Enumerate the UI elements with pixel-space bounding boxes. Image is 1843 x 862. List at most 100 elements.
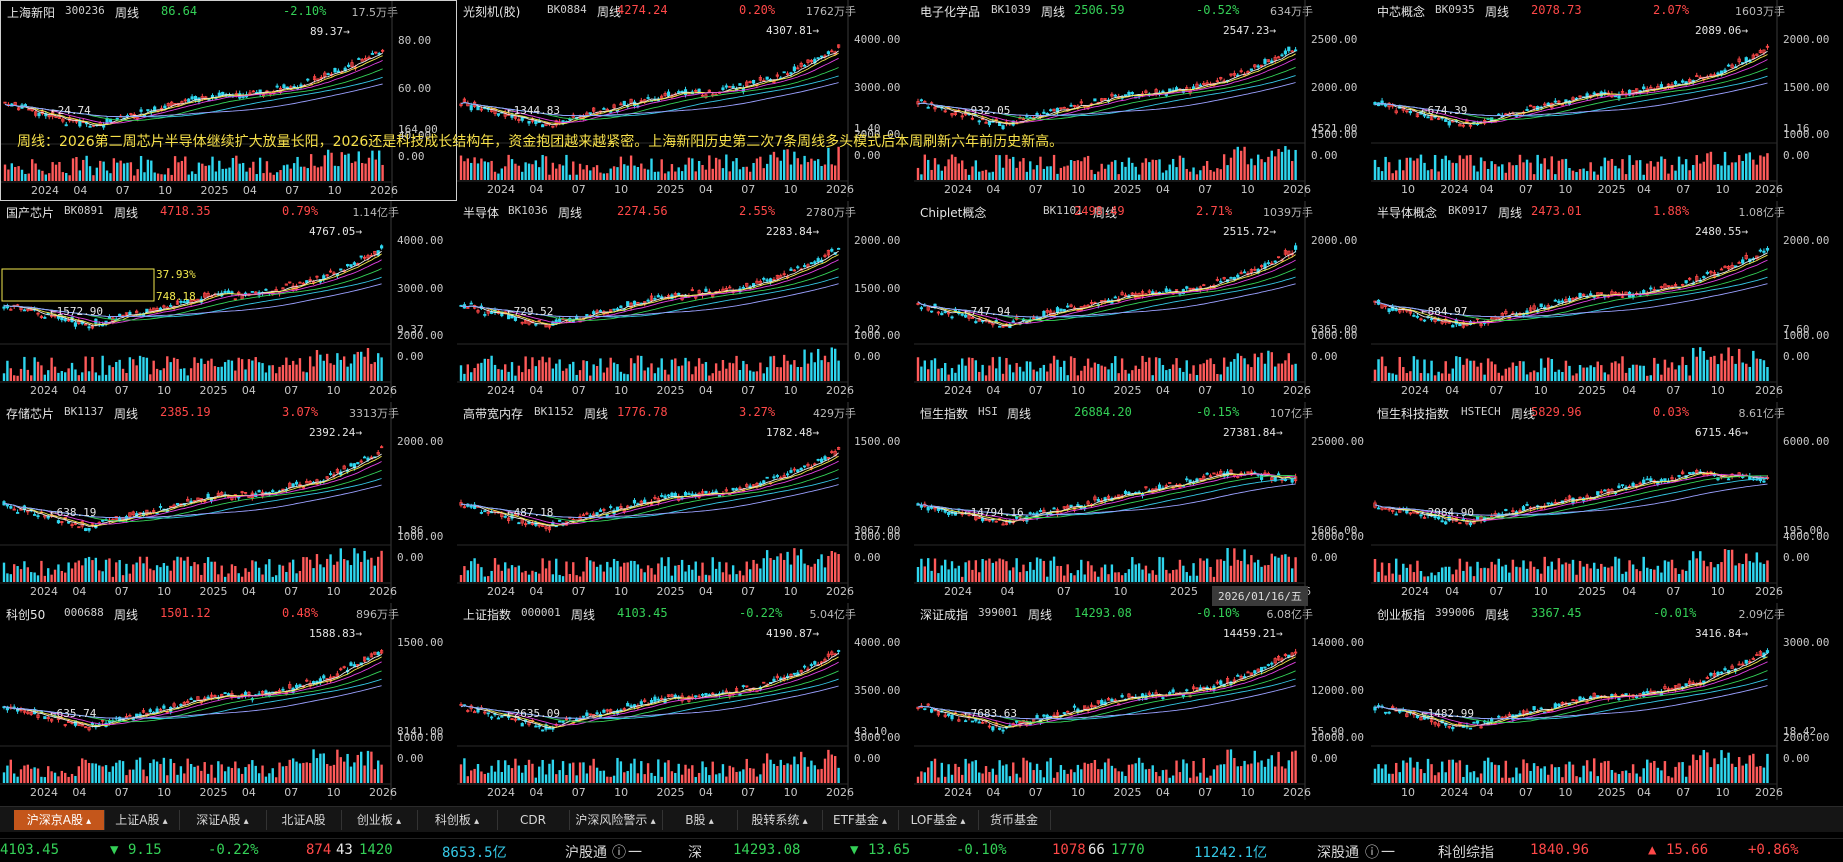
volume-bar <box>742 575 744 582</box>
volume-bar <box>358 151 360 181</box>
volume-bar <box>363 551 365 582</box>
volume-bar <box>1237 147 1239 180</box>
volume-bar <box>367 348 369 381</box>
volume-bar <box>1766 153 1768 180</box>
volume-bar <box>1639 571 1641 582</box>
volume-bar <box>142 357 144 381</box>
volume-bar <box>817 559 819 582</box>
candle-body <box>1646 479 1648 480</box>
volume-bar <box>1111 363 1113 381</box>
volume-bar <box>115 763 117 783</box>
candle-body <box>1169 290 1171 291</box>
kline-chart[interactable] <box>1371 0 1843 201</box>
volume-bar <box>810 567 812 582</box>
kline-chart[interactable] <box>1 1 457 201</box>
volume-bar <box>1060 566 1062 582</box>
candle-body <box>1377 508 1379 509</box>
candle-body <box>1540 304 1542 307</box>
volume-bar <box>589 376 591 381</box>
volume-bar <box>831 347 833 381</box>
candle-body <box>1097 499 1099 501</box>
kline-chart[interactable] <box>1371 201 1843 402</box>
volume-bar <box>1377 167 1379 180</box>
volume-bar <box>1430 361 1432 381</box>
volume-bar <box>183 368 185 381</box>
candle-body <box>739 84 741 86</box>
volume-bar <box>1277 149 1279 180</box>
volume-bar <box>776 157 778 180</box>
volume-bar <box>541 357 543 381</box>
kline-chart[interactable] <box>457 603 914 804</box>
volume-bar <box>586 165 588 180</box>
volume-bar <box>1012 157 1014 180</box>
volume-bar <box>820 554 822 582</box>
volume-bar <box>299 763 301 783</box>
volume-bar <box>575 575 577 582</box>
kline-chart[interactable] <box>914 201 1371 402</box>
kline-chart[interactable] <box>914 0 1371 201</box>
volume-bar <box>793 548 795 582</box>
kline-chart[interactable] <box>0 201 457 402</box>
volume-bar <box>1547 169 1549 180</box>
volume-bar <box>47 568 49 582</box>
volume-bar <box>1614 361 1616 381</box>
kline-chart[interactable] <box>457 0 914 201</box>
volume-bar <box>1233 548 1235 582</box>
volume-bar <box>490 571 492 582</box>
volume-bar <box>313 166 315 181</box>
volume-bar <box>273 175 275 181</box>
volume-bar <box>824 567 826 582</box>
candle-body <box>132 719 134 720</box>
volume-bar <box>1155 160 1157 180</box>
time-axis-tick: 04 <box>986 183 1000 196</box>
candle-body <box>169 305 171 306</box>
candle-body <box>1026 116 1028 117</box>
kline-chart[interactable] <box>1371 402 1843 603</box>
low-price-label: ←932.05 <box>964 104 1010 117</box>
volume-bar <box>1281 152 1283 180</box>
volume-bar <box>1717 364 1719 381</box>
candle-body <box>473 712 475 713</box>
candle-body <box>735 489 737 490</box>
volume-bar <box>552 574 554 582</box>
volume-bar <box>995 561 997 582</box>
kline-chart[interactable] <box>0 402 457 603</box>
candle-body <box>295 482 297 484</box>
kline-chart[interactable] <box>914 402 1371 603</box>
volume-bar <box>688 769 690 783</box>
time-axis-tick: 04 <box>242 384 256 397</box>
volume-bar <box>333 765 335 783</box>
volume-bar <box>603 373 605 381</box>
volume-axis-tick: 0.00 <box>397 551 424 564</box>
volume-bar <box>1717 564 1719 582</box>
kline-chart[interactable] <box>0 603 457 804</box>
volume-bar <box>1186 360 1188 381</box>
kline-chart[interactable] <box>457 402 914 603</box>
volume-bar <box>1724 361 1726 381</box>
price-axis-tick: 80.00 <box>398 34 431 47</box>
volume-bar <box>1388 162 1390 180</box>
time-axis-tick: 10 <box>157 585 171 598</box>
time-axis-tick: 2024 <box>487 585 515 598</box>
kline-chart[interactable] <box>457 201 914 402</box>
candle-body <box>827 52 829 54</box>
volume-bar <box>1554 570 1556 582</box>
volume-bar <box>1607 568 1609 582</box>
volume-bar <box>295 365 297 381</box>
volume-bar <box>1135 366 1137 381</box>
volume-bar <box>1002 168 1004 180</box>
